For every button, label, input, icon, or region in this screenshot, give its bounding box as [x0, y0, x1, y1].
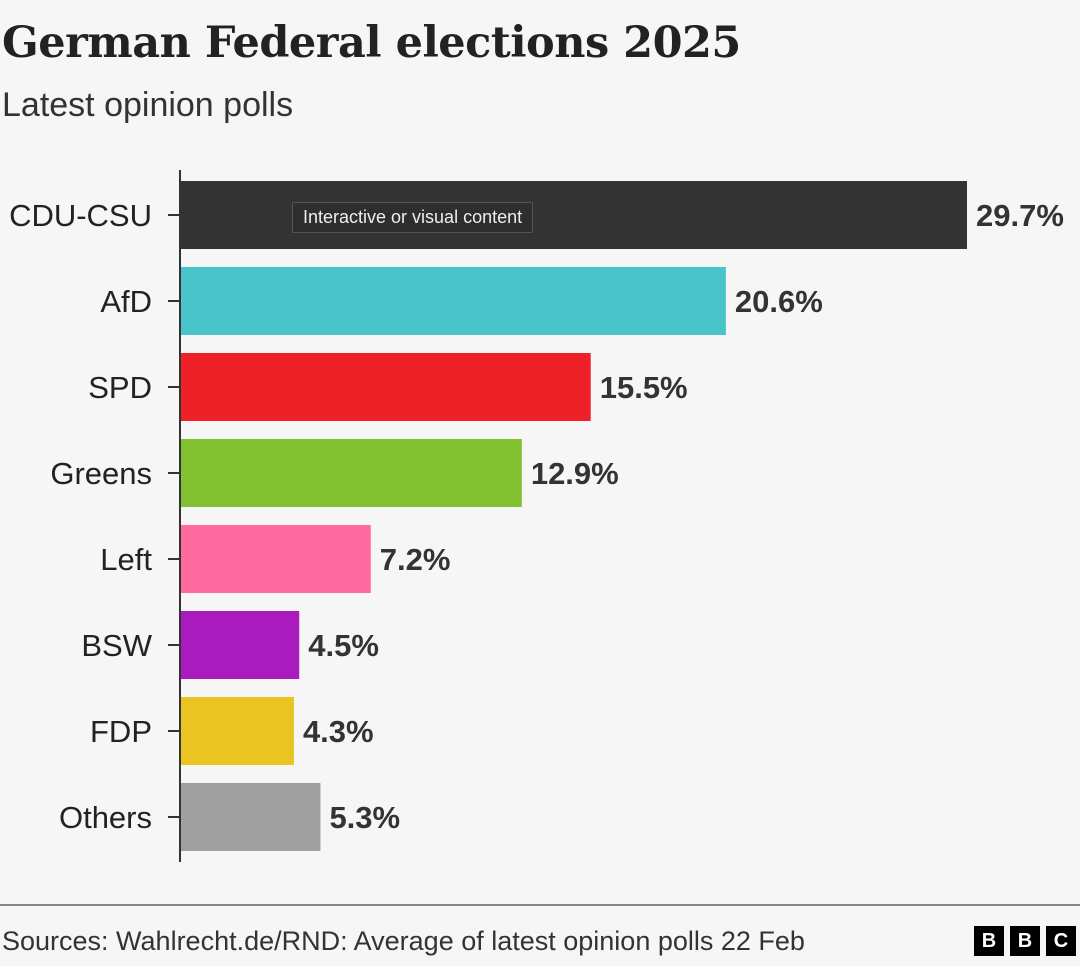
data-label: 29.7% [976, 198, 1064, 233]
bbc-logo: B B C [974, 926, 1076, 956]
category-label: FDP [90, 714, 152, 749]
bar-chart: CDU-CSU 29.7% AfD 20.6% SPD 15.5% Greens 12.9% L… [9, 170, 1064, 862]
category-label: Left [100, 542, 152, 577]
bar-fdp [180, 697, 294, 765]
divider [0, 904, 1080, 906]
bar-others [180, 783, 321, 851]
data-label: 4.5% [308, 628, 379, 663]
data-label: 4.3% [303, 714, 374, 749]
category-label: SPD [88, 370, 152, 405]
data-label: 5.3% [329, 800, 400, 835]
data-label: 7.2% [380, 542, 451, 577]
category-label: Others [59, 800, 152, 835]
category-label: AfD [100, 284, 152, 319]
category-label: Greens [50, 456, 152, 491]
tooltip: Interactive or visual content [292, 202, 534, 233]
bar-bsw [180, 611, 300, 679]
category-label: CDU-CSU [9, 198, 152, 233]
source-note: Sources: Wahlrecht.de/RND: Average of la… [2, 926, 805, 956]
logo-letter: B [974, 926, 1004, 956]
bar-afd [180, 267, 726, 335]
data-label: 20.6% [735, 284, 823, 319]
logo-letter: B [1010, 926, 1040, 956]
category-label: BSW [81, 628, 152, 663]
logo-letter: C [1046, 926, 1076, 956]
bar-spd [180, 353, 591, 421]
data-label: 15.5% [600, 370, 688, 405]
chart-title: German Federal elections 2025 [2, 18, 741, 68]
bar-greens [180, 439, 522, 507]
data-label: 12.9% [531, 456, 619, 491]
chart-subtitle: Latest opinion polls [2, 86, 294, 124]
bar-left [180, 525, 371, 593]
